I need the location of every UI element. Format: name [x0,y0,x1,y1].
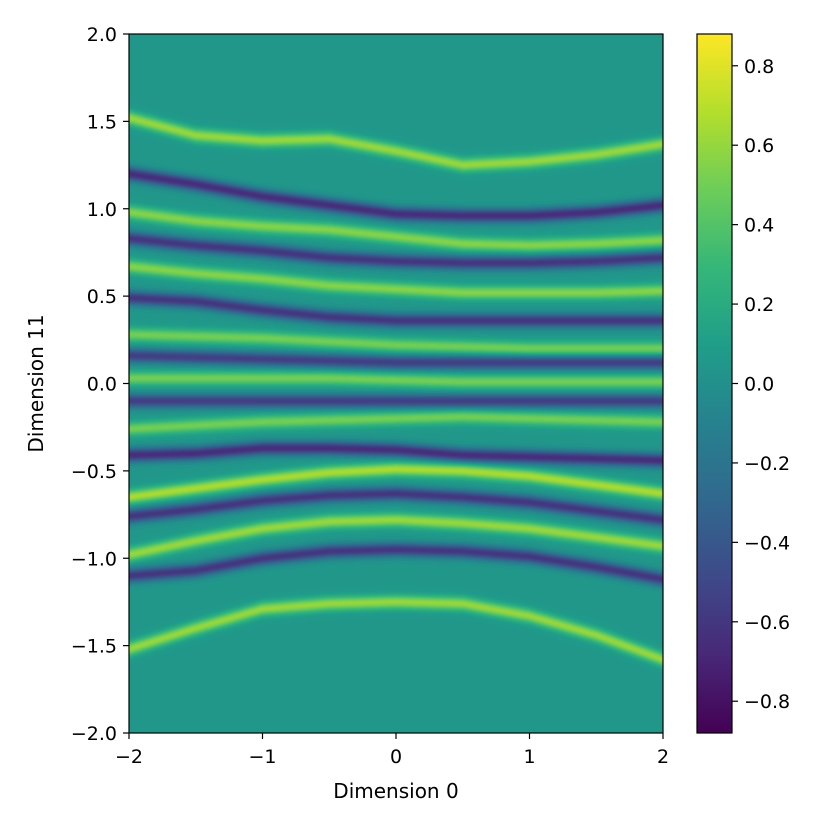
colorbar-tick-label: −0.6 [744,612,790,634]
x-axis: −2 −1 0 1 2 [115,733,669,768]
plot-area [128,33,664,734]
y-axis: −2.0 −1.5 −1.0 −0.5 0.0 0.5 1.0 1.5 2.0 [71,24,129,745]
colorbar-tick-label: 0.6 [744,135,774,157]
y-axis-label: Dimension 11 [24,314,48,452]
colorbar-tick-label: 0.8 [744,56,774,78]
y-tick-label: −1.0 [71,548,117,570]
colorbar-tick-label: −0.2 [744,453,790,475]
y-tick-label: 0.5 [87,286,117,308]
x-axis-label: Dimension 0 [333,779,458,803]
heatmap-image [129,34,663,733]
y-tick-label: −2.0 [71,723,117,745]
y-tick-label: 1.5 [87,111,117,133]
colorbar-gradient [697,34,732,733]
x-tick-label: −1 [248,746,276,768]
colorbar-tick-label: −0.4 [744,532,790,554]
colorbar: −0.8 −0.6 −0.4 −0.2 0.0 0.2 0.4 0.6 0.8 [696,33,790,734]
x-tick-label: −2 [115,746,143,768]
x-tick-label: 2 [657,746,669,768]
colorbar-tick-label: −0.8 [744,691,790,713]
y-tick-label: −1.5 [71,636,117,658]
x-tick-label: 1 [523,746,535,768]
y-tick-label: −0.5 [71,461,117,483]
y-tick-label: 0.0 [87,374,117,396]
colorbar-tick-label: 0.0 [744,374,774,396]
colorbar-tick-label: 0.2 [744,294,774,316]
y-tick-label: 2.0 [87,24,117,46]
colorbar-ticks: −0.8 −0.6 −0.4 −0.2 0.0 0.2 0.4 0.6 0.8 [732,56,790,713]
y-tick-label: 1.0 [87,199,117,221]
colorbar-tick-label: 0.4 [744,215,774,237]
x-tick-label: 0 [390,746,402,768]
